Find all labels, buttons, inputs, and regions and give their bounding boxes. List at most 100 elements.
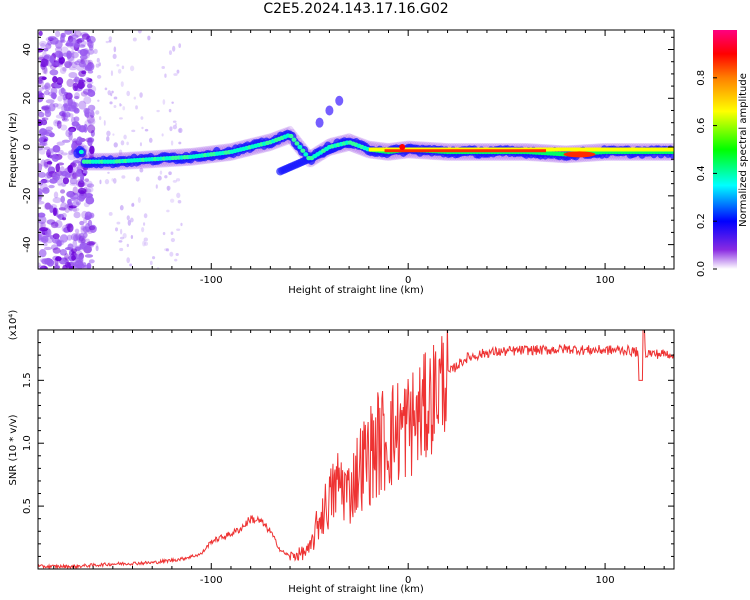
- spectrogram-frame: [37, 29, 675, 270]
- noise-speckle: [87, 137, 93, 147]
- noise-speckle: [70, 233, 80, 241]
- noise-speckle: [38, 87, 44, 91]
- noise-speckle: [139, 92, 143, 98]
- noise-speckle: [166, 185, 171, 191]
- x-tick-label: -100: [200, 275, 223, 286]
- noise-speckle: [87, 48, 95, 55]
- noise-speckle: [95, 243, 99, 249]
- noise-speckle: [40, 58, 49, 68]
- noise-speckle: [43, 146, 51, 151]
- noise-speckle: [60, 87, 65, 94]
- noise-speckle: [64, 253, 69, 261]
- colorbar-gradient: [713, 30, 737, 269]
- noise-speckle: [113, 142, 118, 148]
- noise-speckle: [104, 87, 108, 91]
- noise-speckle: [39, 265, 48, 269]
- noise-speckle: [168, 108, 172, 113]
- noise-speckle: [70, 30, 77, 37]
- noise-speckle: [122, 233, 127, 239]
- noise-speckle: [56, 240, 62, 247]
- noise-speckle: [68, 71, 78, 79]
- signal-branch: [315, 117, 324, 128]
- noise-speckle: [51, 62, 58, 67]
- noise-speckle: [44, 83, 51, 89]
- noise-speckle: [60, 189, 66, 194]
- noise-speckle: [38, 148, 46, 155]
- noise-speckle: [99, 179, 102, 185]
- noise-speckle: [157, 175, 162, 181]
- noise-speckle: [54, 50, 63, 58]
- noise-speckle: [110, 93, 113, 97]
- noise-speckle: [166, 209, 170, 213]
- noise-speckle: [126, 257, 131, 264]
- noise-speckle: [65, 129, 72, 138]
- noise-speckle: [68, 113, 74, 118]
- noise-speckle: [168, 50, 172, 56]
- noise-speckle: [42, 65, 48, 74]
- noise-speckle: [61, 104, 67, 114]
- noise-speckle: [61, 118, 70, 122]
- spectrogram-y-axis-label: Frequency (Hz): [8, 112, 19, 188]
- noise-speckle: [38, 233, 42, 241]
- noise-speckle: [174, 258, 178, 262]
- noise-speckle: [149, 260, 153, 266]
- noise-speckle: [164, 175, 168, 179]
- noise-speckle: [61, 139, 71, 143]
- noise-speckle: [71, 121, 80, 127]
- noise-speckle: [84, 193, 93, 198]
- noise-speckle: [56, 51, 64, 59]
- noise-speckle: [39, 128, 48, 136]
- noise-speckle: [175, 252, 179, 257]
- noise-speckle: [43, 90, 50, 96]
- noise-speckle: [41, 85, 49, 90]
- noise-speckle: [70, 51, 79, 59]
- noise-speckle: [172, 45, 176, 52]
- noise-speckle: [165, 248, 170, 252]
- noise-speckle: [91, 105, 96, 112]
- noise-speckle: [109, 101, 113, 105]
- noise-speckle: [159, 170, 163, 175]
- noise-speckle: [66, 223, 74, 233]
- noise-speckle: [76, 169, 82, 177]
- noise-speckle: [155, 184, 158, 189]
- noise-speckle: [59, 39, 66, 44]
- noise-speckle: [74, 92, 80, 100]
- noise-speckle: [60, 124, 68, 131]
- noise-speckle: [50, 92, 57, 99]
- noise-speckle: [64, 62, 71, 69]
- noise-speckle: [56, 141, 65, 146]
- noise-speckle: [38, 48, 44, 53]
- noise-speckle: [84, 180, 93, 188]
- spectrogram-image: [38, 30, 674, 269]
- colorbar-tick-label: 0.6: [696, 118, 707, 134]
- noise-speckle: [162, 232, 166, 236]
- snr-series-line: [38, 330, 674, 569]
- noise-speckle: [61, 112, 66, 121]
- signal-branch: [335, 95, 344, 106]
- noise-speckle: [78, 79, 86, 83]
- noise-speckle: [89, 145, 95, 155]
- noise-speckle: [43, 246, 52, 251]
- noise-speckle: [121, 65, 125, 70]
- noise-speckle: [119, 228, 123, 235]
- noise-speckle: [87, 124, 96, 134]
- noise-speckle: [52, 76, 58, 83]
- noise-speckle: [107, 90, 112, 96]
- noise-speckle: [68, 150, 74, 156]
- noise-speckle: [46, 219, 56, 225]
- noise-speckle: [38, 75, 47, 81]
- noise-speckle: [69, 177, 78, 185]
- noise-speckle: [116, 64, 120, 67]
- noise-speckle: [64, 173, 71, 178]
- noise-speckle: [170, 198, 175, 203]
- x-tick-label: 0: [405, 275, 411, 286]
- noise-speckle: [118, 240, 123, 243]
- noise-speckle: [97, 99, 100, 102]
- noise-speckle: [126, 243, 129, 248]
- noise-speckle: [84, 188, 92, 194]
- noise-speckle: [108, 39, 112, 43]
- noise-speckle: [161, 133, 164, 137]
- noise-speckle: [106, 130, 111, 137]
- y-tick-label: 1.5: [22, 372, 33, 388]
- noise-speckle: [78, 44, 86, 48]
